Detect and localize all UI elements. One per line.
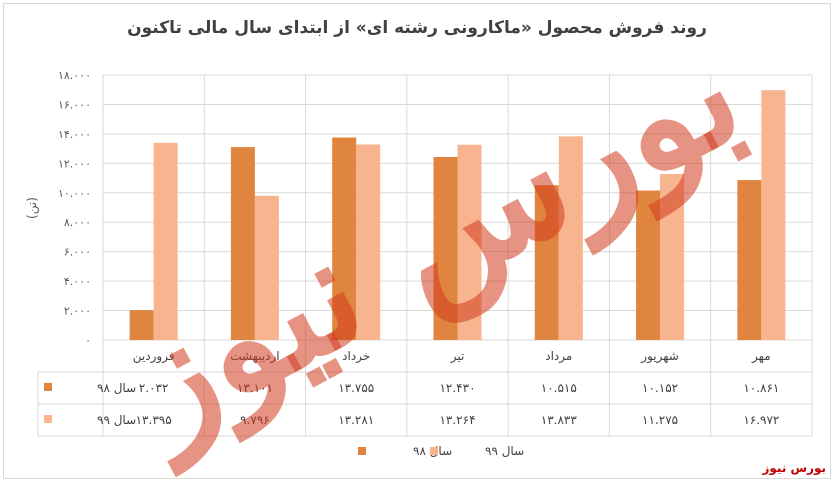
table-cell-value: ۱۳.۲۸۱ bbox=[338, 413, 374, 427]
legend-label: سال ۹۹ bbox=[485, 444, 524, 458]
y-tick-label: ۰ bbox=[85, 334, 91, 347]
bar-series98 bbox=[433, 157, 458, 340]
table-cell-value: ۱۰.۸۶۱ bbox=[743, 381, 779, 395]
y-tick-label: ۱۶.۰۰۰ bbox=[58, 98, 91, 111]
bar-series99 bbox=[761, 90, 786, 340]
table-cell-value: ۱۳.۱۰۱ bbox=[237, 381, 273, 395]
category-label: تیر bbox=[450, 349, 465, 364]
table-cell-value: ۹.۷۹۶ bbox=[240, 413, 270, 427]
y-tick-label: ۱۲.۰۰۰ bbox=[58, 157, 91, 170]
y-tick-label: ۱۴.۰۰۰ bbox=[58, 128, 91, 141]
table-cell-value: ۱۲.۴۳۰ bbox=[439, 381, 475, 395]
table-legend-swatch bbox=[44, 415, 52, 423]
bar-series99 bbox=[356, 144, 381, 340]
category-label: شهریور bbox=[640, 349, 679, 364]
y-tick-label: ۱۸.۰۰۰ bbox=[58, 69, 91, 82]
y-tick-label: ۴.۰۰۰ bbox=[64, 275, 91, 288]
bar-series98 bbox=[332, 137, 357, 340]
y-tick-label: ۱۰.۰۰۰ bbox=[58, 187, 91, 200]
table-cell-value: ۱۳.۳۹۵ bbox=[136, 413, 172, 427]
table-legend-swatch bbox=[44, 383, 52, 391]
chart-title: روند فروش محصول «ماکارونی رشته ای» از اب… bbox=[127, 18, 707, 38]
bar-series99 bbox=[254, 195, 279, 340]
table-cell-value: ۱۰.۵۱۵ bbox=[541, 381, 577, 395]
table-cell-value: ۱۱.۲۷۵ bbox=[642, 413, 678, 427]
category-label: اردیبهشت bbox=[230, 349, 279, 364]
y-tick-label: ۸.۰۰۰ bbox=[64, 216, 91, 229]
table-row-header: سال ۹۸ bbox=[97, 381, 136, 395]
table-cell-value: ۱۶.۹۷۲ bbox=[743, 413, 779, 427]
y-tick-label: ۲.۰۰۰ bbox=[64, 305, 91, 318]
table-cell-value: ۱۳.۲۶۴ bbox=[439, 413, 475, 427]
table-cell-value: ۱۳.۸۳۳ bbox=[541, 413, 578, 427]
chart-frame bbox=[3, 3, 831, 479]
bar-series98 bbox=[129, 310, 154, 340]
bar-series99 bbox=[660, 174, 685, 340]
bar-series98 bbox=[636, 190, 661, 340]
category-label: مرداد bbox=[545, 349, 572, 364]
bar-series99 bbox=[558, 136, 583, 340]
brand-label: بورس نیوز bbox=[762, 461, 826, 475]
category-label: خرداد bbox=[342, 349, 370, 364]
table-row-header: سال ۹۹ bbox=[97, 413, 136, 427]
bar-series98 bbox=[737, 180, 762, 340]
bar-series98 bbox=[534, 185, 559, 340]
table-cell-value: ۲.۰۳۲ bbox=[139, 381, 169, 395]
table-cell-value: ۱۳.۷۵۵ bbox=[338, 381, 374, 395]
y-tick-label: ۶.۰۰۰ bbox=[64, 246, 91, 259]
table-cell-value: ۱۰.۱۵۲ bbox=[642, 381, 678, 395]
y-axis-label: (تن) bbox=[25, 197, 40, 219]
category-label: فروردین bbox=[133, 349, 175, 364]
legend-swatch bbox=[430, 447, 438, 455]
legend-swatch bbox=[358, 447, 366, 455]
bar-series98 bbox=[230, 147, 255, 340]
bar-series99 bbox=[153, 142, 178, 340]
category-label: مهر bbox=[751, 349, 771, 364]
bar-series99 bbox=[457, 144, 482, 340]
